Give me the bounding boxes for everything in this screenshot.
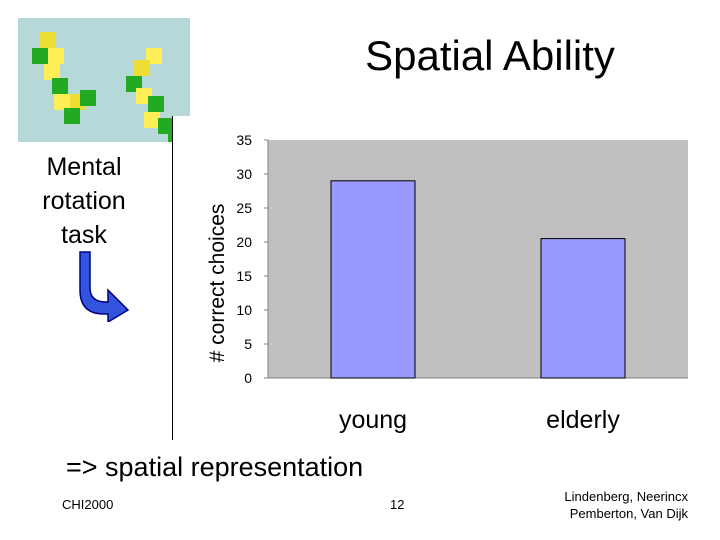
chart-area: 0 5 10 15 20 25 30 35 young elderly # correct ch… — [172, 116, 692, 440]
conclusion-text: => spatial representation — [66, 452, 364, 482]
side-label-line: rotation — [42, 187, 126, 215]
footer-page-number: 12 — [390, 497, 405, 512]
curved-arrow-icon — [79, 251, 130, 322]
bar-elderly — [540, 238, 626, 379]
y-axis-label: # correct choices — [206, 204, 229, 363]
side-label: Mental rotation task — [24, 150, 144, 252]
chart-frame-border — [172, 116, 173, 440]
side-label-line: Mental — [46, 153, 122, 181]
side-label-line: task — [61, 221, 107, 249]
bar-chart: 0 5 10 15 20 25 30 35 young elderly # correct ch… — [206, 132, 688, 434]
y-tick-label: 20 — [236, 234, 252, 250]
y-tick-label: 25 — [236, 200, 252, 216]
y-tick-label: 0 — [244, 370, 252, 386]
y-tick-label: 35 — [236, 132, 252, 148]
cube-figure-left — [32, 32, 96, 124]
footer-conference: CHI2000 — [62, 497, 114, 512]
x-tick-label: elderly — [546, 406, 620, 434]
bar-young — [330, 180, 416, 379]
y-tick-label: 5 — [244, 336, 252, 352]
x-tick-label: young — [339, 406, 407, 434]
y-tick-label: 15 — [236, 268, 252, 284]
footer-authors-line: Lindenberg, Neerincx — [564, 489, 688, 504]
footer-authors: Lindenberg, Neerincx Pemberton, Van Dijk — [520, 488, 688, 522]
y-tick-label: 30 — [236, 166, 252, 182]
footer-authors-line: Pemberton, Van Dijk — [569, 506, 688, 521]
bar-series — [330, 180, 626, 379]
x-axis-labels: young elderly — [339, 406, 620, 434]
mental-rotation-cubes-image — [18, 18, 190, 142]
slide-title: Spatial Ability — [365, 32, 615, 79]
y-tick-label: 10 — [236, 302, 252, 318]
